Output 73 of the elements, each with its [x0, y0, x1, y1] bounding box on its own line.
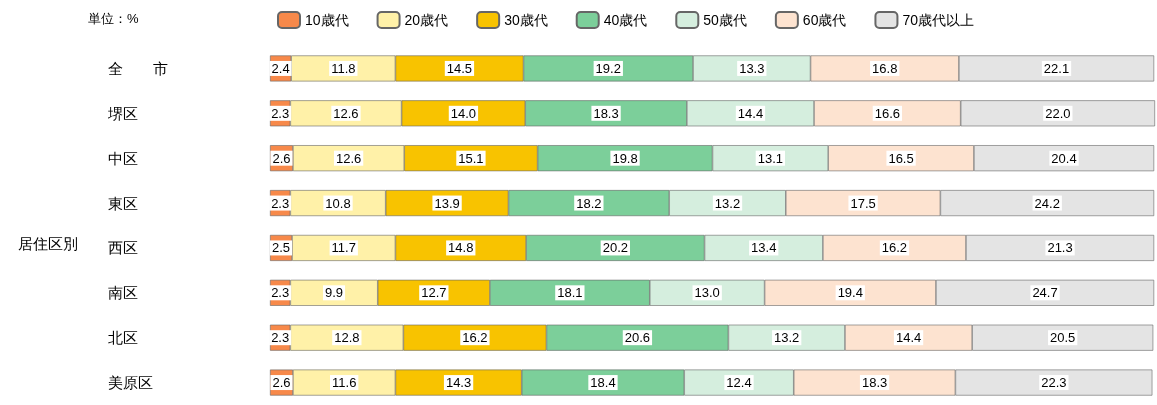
data-label: 18.4: [590, 375, 616, 391]
data-label: 12.6: [335, 150, 362, 166]
data-label: 2.6: [272, 150, 291, 166]
data-label: 14.4: [737, 105, 764, 121]
data-label: 14.0: [450, 105, 477, 121]
data-label: 24.7: [1032, 285, 1058, 301]
data-label: 16.6: [874, 105, 901, 121]
data-label: 20.2: [602, 240, 628, 256]
data-label: 12.4: [726, 375, 752, 391]
y-tick-label: 中区: [108, 149, 138, 167]
data-label: 19.4: [837, 285, 863, 301]
data-label: 20.5: [1050, 330, 1076, 346]
data-label: 2.6: [272, 375, 291, 391]
data-label: 15.1: [458, 150, 484, 166]
data-label: 18.1: [557, 285, 583, 301]
data-label: 22.1: [1043, 60, 1070, 76]
legend-label: 50歳代: [703, 12, 747, 28]
data-label: 13.2: [714, 195, 741, 211]
data-label: 11.8: [331, 60, 356, 76]
data-label: 10.8: [325, 195, 351, 211]
data-label: 14.8: [448, 240, 474, 256]
data-label: 2.3: [271, 285, 290, 301]
data-label: 24.2: [1034, 195, 1060, 211]
y-tick-label: 北区: [108, 329, 138, 347]
data-label: 2.5: [272, 240, 291, 256]
data-label: 17.5: [850, 195, 876, 211]
data-label: 13.0: [694, 285, 720, 301]
data-label: 14.4: [895, 330, 922, 346]
data-label: 13.3: [739, 60, 765, 76]
data-label: 9.9: [325, 285, 344, 301]
data-label: 2.3: [271, 195, 290, 211]
legend-label: 70歳代以上: [902, 12, 975, 28]
legend-label: 30歳代: [504, 12, 548, 28]
y-tick-label: 西区: [108, 239, 138, 257]
y-tick-label: 美原区: [108, 374, 153, 392]
data-label: 19.2: [595, 60, 621, 76]
data-label: 14.3: [445, 375, 472, 391]
legend-label: 20歳代: [404, 12, 449, 28]
legend-label: 10歳代: [305, 12, 349, 28]
text: 居住区別: [18, 235, 78, 252]
data-label: 2.4: [271, 60, 290, 76]
data-label: 19.8: [612, 150, 638, 166]
legend-label: 40歳代: [603, 12, 648, 28]
y-tick-label: 南区: [108, 284, 138, 302]
data-label: 12.7: [421, 285, 447, 301]
y-tick-label: 全 市: [108, 59, 168, 77]
data-label: 12.6: [333, 105, 359, 121]
data-label: 16.8: [872, 60, 898, 76]
data-label: 13.4: [751, 240, 777, 256]
legend-label: 60歳代: [802, 12, 847, 28]
data-label: 16.5: [888, 150, 914, 166]
data-label: 11.7: [331, 240, 356, 256]
y-tick-label: 東区: [108, 194, 138, 212]
data-label: 16.2: [462, 330, 488, 346]
y-tick-label: 堺区: [107, 104, 138, 122]
data-label: 18.3: [593, 105, 619, 121]
data-label: 2.3: [271, 330, 290, 346]
text: 単位：%: [88, 11, 139, 26]
data-label: 12.8: [334, 330, 360, 346]
data-label: 20.6: [624, 330, 651, 346]
data-label: 20.4: [1051, 150, 1077, 166]
data-label: 2.3: [271, 105, 290, 121]
data-label: 13.2: [774, 330, 800, 346]
data-label: 18.2: [576, 195, 602, 211]
data-label: 22.3: [1041, 375, 1067, 391]
data-label: 14.5: [446, 60, 473, 76]
data-label: 16.2: [881, 240, 908, 256]
data-label: 21.3: [1047, 240, 1073, 256]
data-label: 22.0: [1045, 105, 1071, 121]
data-label: 13.9: [434, 195, 460, 211]
data-label: 11.6: [332, 375, 357, 391]
data-label: 18.3: [861, 375, 888, 391]
data-label: 13.1: [757, 150, 784, 166]
